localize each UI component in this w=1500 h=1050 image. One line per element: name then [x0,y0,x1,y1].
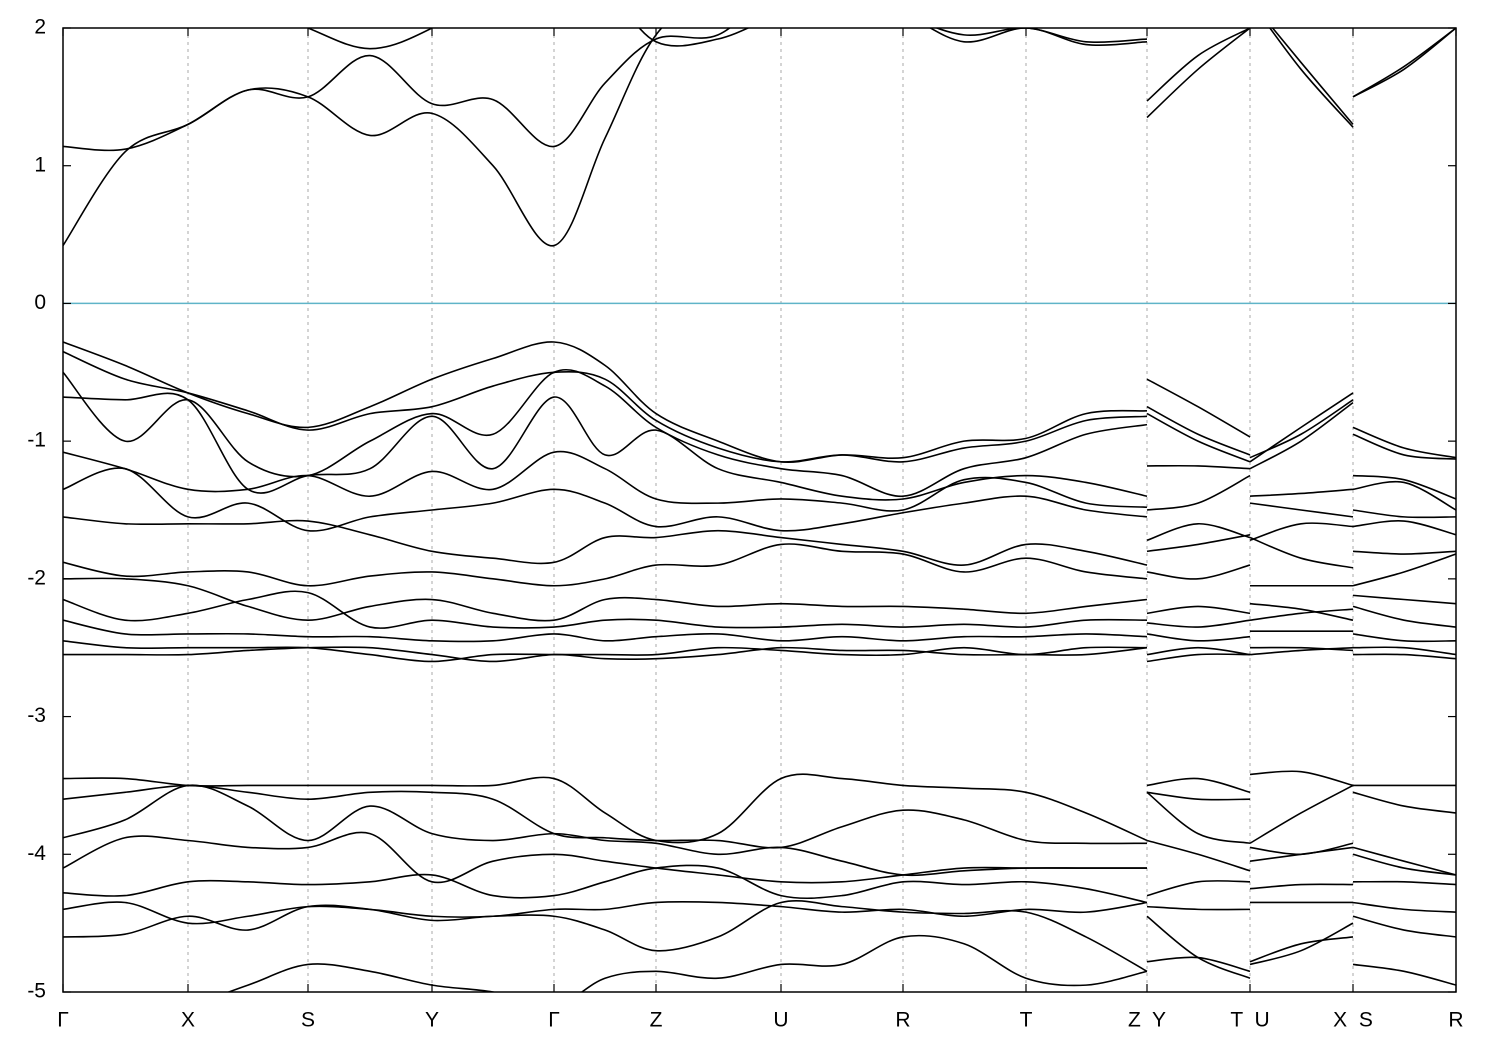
band-line [63,646,1456,663]
band-line [63,28,1456,247]
x-tick-label: X [181,1009,195,1032]
band-line [63,368,1456,500]
bands [63,28,1456,992]
band-line [63,900,1456,925]
band-line [63,28,1456,152]
band-line [63,392,1456,511]
x-tick-label: R [1448,1009,1463,1032]
x-tick-label: Γ [548,1009,560,1032]
band-line [63,831,1456,884]
y-tick-label: -4 [27,842,46,865]
band-line [63,590,1456,629]
band-line [63,516,1456,569]
band-line [63,640,1456,663]
plot-frame [62,27,1457,993]
y-tick-label: -2 [27,566,46,589]
x-tick-label: S [301,1009,315,1032]
y-tick-label: 1 [34,153,46,176]
x-tick-label: R [895,1009,910,1032]
x-tick-label: X S [1333,1009,1373,1032]
grid [62,28,1457,992]
band-line [63,864,1456,904]
x-tick-label: T [1020,1009,1033,1032]
band-line [226,934,1456,992]
y-tick-label: -3 [27,704,46,727]
band-line [63,467,1456,542]
band-line [63,770,1456,844]
band-line [63,619,1456,643]
x-tick-label: Z [650,1009,663,1032]
x-tick-label: T U [1230,1009,1269,1032]
y-tick-label: -5 [27,980,46,1003]
y-tick-label: -1 [27,429,46,452]
band-line [63,784,1456,849]
y-tick-label: 2 [34,16,46,39]
band-line [63,341,1456,463]
y-tick-label: 0 [34,291,46,314]
x-tick-label: Γ [57,1009,69,1032]
band-line [63,350,1456,463]
band-line [63,577,1456,622]
x-tick-label: Z Y [1128,1009,1166,1032]
band-line [63,543,1456,587]
band-line [63,784,1456,877]
x-tick-label: U [773,1009,788,1032]
axes: -5 -4 -3 -2 -1 0 1 2 Γ X S Y Γ Z U R T Z Y T U X S R [27,16,1463,1032]
x-tick-label: Y [425,1009,439,1032]
band-line [63,450,1456,519]
